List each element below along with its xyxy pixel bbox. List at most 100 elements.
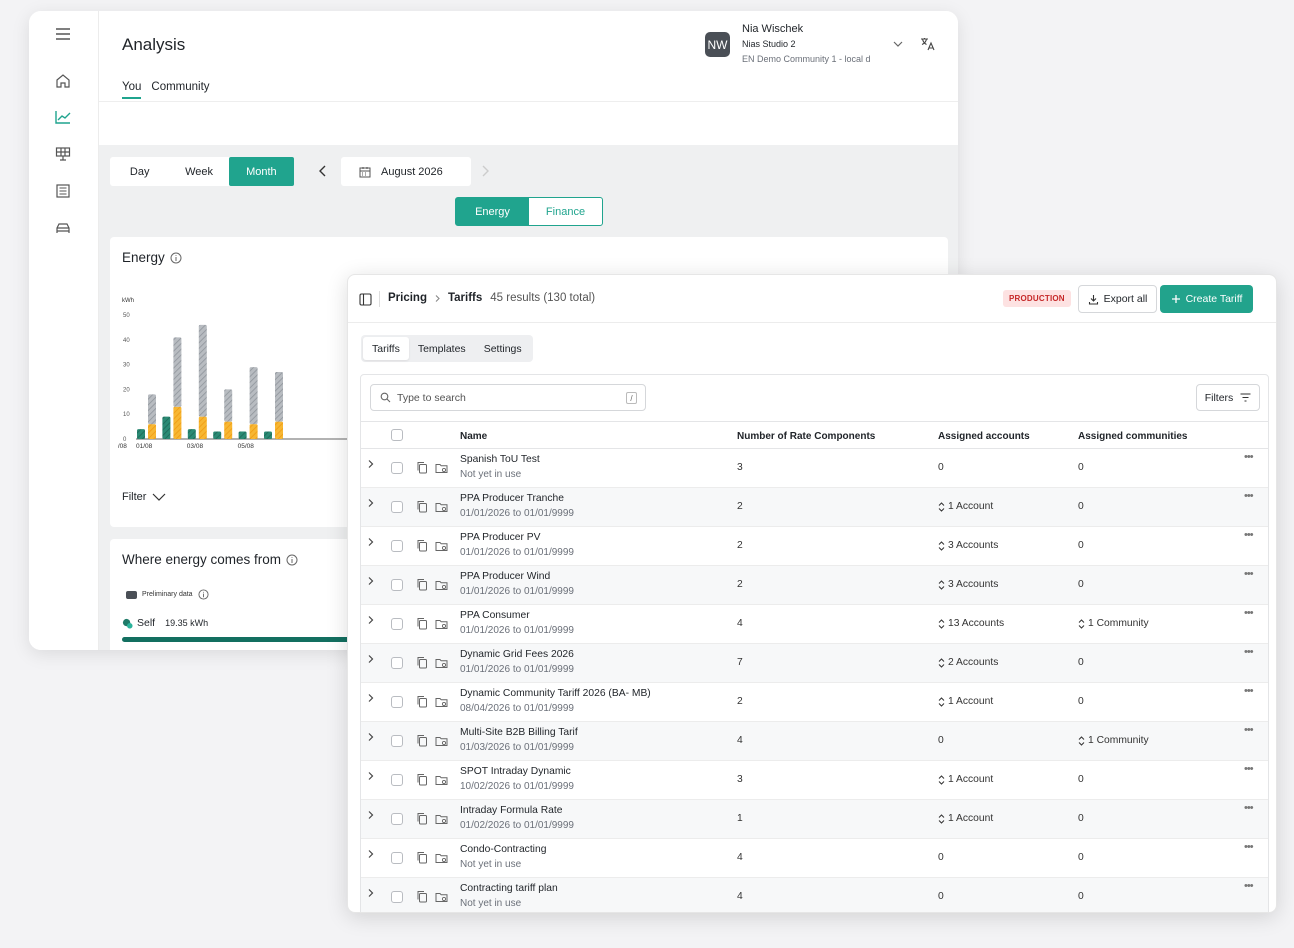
menu-icon[interactable] <box>51 22 75 46</box>
tariff-name[interactable]: Intraday Formula Rate <box>460 805 563 816</box>
assigned-accounts-value[interactable]: 2 Accounts <box>948 657 999 668</box>
sort-updown-icon[interactable] <box>938 657 945 668</box>
tariff-name[interactable]: PPA Producer PV <box>460 532 541 543</box>
folder-icon[interactable] <box>435 774 448 786</box>
copy-icon[interactable] <box>416 812 428 825</box>
column-name[interactable]: Name <box>460 431 488 442</box>
assigned-accounts-value[interactable]: 3 Accounts <box>948 579 999 590</box>
table-row[interactable]: PPA Consumer 01/01/2026 to 01/01/9999 4 … <box>361 605 1268 644</box>
date-picker[interactable]: August 2026 <box>341 157 471 186</box>
row-checkbox[interactable] <box>391 579 403 591</box>
info-icon[interactable] <box>198 589 209 600</box>
assigned-accounts-value[interactable]: 1 Account <box>948 501 994 512</box>
assigned-communities-value[interactable]: 0 <box>1078 579 1084 590</box>
folder-icon[interactable] <box>435 891 448 903</box>
info-icon[interactable] <box>170 252 182 264</box>
solar-panel-icon[interactable] <box>51 142 75 166</box>
folder-icon[interactable] <box>435 852 448 864</box>
tab-you[interactable]: You <box>122 81 142 99</box>
tariff-name[interactable]: Condo-Contracting <box>460 844 547 855</box>
table-row[interactable]: Intraday Formula Rate 01/02/2026 to 01/0… <box>361 800 1268 839</box>
create-tariff-button[interactable]: Create Tariff <box>1160 285 1253 313</box>
more-actions-icon[interactable]: ••• <box>1244 802 1254 814</box>
sort-updown-icon[interactable] <box>1078 618 1085 629</box>
bar-community-06-08[interactable] <box>275 421 283 439</box>
tariff-name[interactable]: SPOT Intraday Dynamic <box>460 766 571 777</box>
assigned-accounts-value[interactable]: 0 <box>938 735 944 746</box>
assigned-accounts-value[interactable]: 1 Account <box>948 813 994 824</box>
folder-icon[interactable] <box>435 501 448 513</box>
more-actions-icon[interactable]: ••• <box>1244 763 1254 775</box>
bar-self-05-08[interactable] <box>238 431 247 439</box>
tab-templates[interactable]: Templates <box>417 342 466 355</box>
info-icon[interactable] <box>286 554 298 566</box>
expand-chevron-icon[interactable] <box>367 849 375 859</box>
export-all-button[interactable]: Export all <box>1078 285 1157 313</box>
column-rate-components[interactable]: Number of Rate Components <box>737 431 876 442</box>
row-checkbox[interactable] <box>391 852 403 864</box>
car-icon[interactable] <box>51 216 75 240</box>
row-checkbox[interactable] <box>391 618 403 630</box>
assigned-communities-value[interactable]: 0 <box>1078 852 1084 863</box>
tariff-name[interactable]: PPA Consumer <box>460 610 530 621</box>
assigned-communities-value[interactable]: 0 <box>1078 657 1084 668</box>
bar-self-06-08[interactable] <box>264 431 272 439</box>
table-row[interactable]: Dynamic Community Tariff 2026 (BA- MB) 0… <box>361 683 1268 722</box>
bar-community-03-08[interactable] <box>198 416 207 439</box>
copy-icon[interactable] <box>416 695 428 708</box>
copy-icon[interactable] <box>416 617 428 630</box>
period-week[interactable]: Week <box>185 165 213 178</box>
sort-updown-icon[interactable] <box>938 696 945 707</box>
row-checkbox[interactable] <box>391 657 403 669</box>
sort-updown-icon[interactable] <box>938 813 945 824</box>
bar-grid-03-08[interactable] <box>198 324 207 417</box>
copy-icon[interactable] <box>416 773 428 786</box>
chevron-left-icon[interactable] <box>315 163 331 179</box>
filters-button[interactable]: Filters <box>1196 384 1260 411</box>
table-row[interactable]: PPA Producer PV 01/01/2026 to 01/01/9999… <box>361 527 1268 566</box>
table-row[interactable]: Condo-Contracting Not yet in use 4 0 0 •… <box>361 839 1268 878</box>
bar-grid-05-08[interactable] <box>249 367 258 425</box>
assigned-accounts-value[interactable]: 1 Account <box>948 696 994 707</box>
assigned-communities-value[interactable]: 0 <box>1078 462 1084 473</box>
folder-icon[interactable] <box>435 618 448 630</box>
column-assigned-communities[interactable]: Assigned communities <box>1078 431 1188 442</box>
expand-chevron-icon[interactable] <box>367 693 375 703</box>
copy-icon[interactable] <box>416 578 428 591</box>
row-checkbox[interactable] <box>391 813 403 825</box>
row-checkbox[interactable] <box>391 735 403 747</box>
copy-icon[interactable] <box>416 734 428 747</box>
folder-icon[interactable] <box>435 696 448 708</box>
assigned-communities-value[interactable]: 1 Community <box>1088 735 1149 746</box>
tariff-name[interactable]: Dynamic Grid Fees 2026 <box>460 649 574 660</box>
more-actions-icon[interactable]: ••• <box>1244 451 1254 463</box>
more-actions-icon[interactable]: ••• <box>1244 841 1254 853</box>
assigned-communities-value[interactable]: 0 <box>1078 696 1084 707</box>
folder-icon[interactable] <box>435 735 448 747</box>
sort-updown-icon[interactable] <box>938 618 945 629</box>
row-checkbox[interactable] <box>391 501 403 513</box>
assigned-accounts-value[interactable]: 0 <box>938 462 944 473</box>
folder-icon[interactable] <box>435 540 448 552</box>
folder-icon[interactable] <box>435 462 448 474</box>
expand-chevron-icon[interactable] <box>367 537 375 547</box>
tariff-name[interactable]: PPA Producer Wind <box>460 571 551 582</box>
table-row[interactable]: Dynamic Grid Fees 2026 01/01/2026 to 01/… <box>361 644 1268 683</box>
bar-self-01-08[interactable] <box>137 429 145 439</box>
tab-community[interactable]: Community <box>151 81 210 93</box>
bar-community-05-08[interactable] <box>249 424 258 439</box>
bar-grid-04-08[interactable] <box>224 389 233 422</box>
bar-community-04-08[interactable] <box>224 421 233 439</box>
tariff-name[interactable]: PPA Producer Tranche <box>460 493 564 504</box>
assigned-communities-value[interactable]: 0 <box>1078 891 1084 902</box>
folder-icon[interactable] <box>435 579 448 591</box>
expand-chevron-icon[interactable] <box>367 654 375 664</box>
copy-icon[interactable] <box>416 890 428 903</box>
copy-icon[interactable] <box>416 656 428 669</box>
folder-icon[interactable] <box>435 813 448 825</box>
expand-chevron-icon[interactable] <box>367 498 375 508</box>
sort-updown-icon[interactable] <box>938 540 945 551</box>
sort-updown-icon[interactable] <box>938 774 945 785</box>
table-row[interactable]: SPOT Intraday Dynamic 10/02/2026 to 01/0… <box>361 761 1268 800</box>
expand-chevron-icon[interactable] <box>367 888 375 898</box>
